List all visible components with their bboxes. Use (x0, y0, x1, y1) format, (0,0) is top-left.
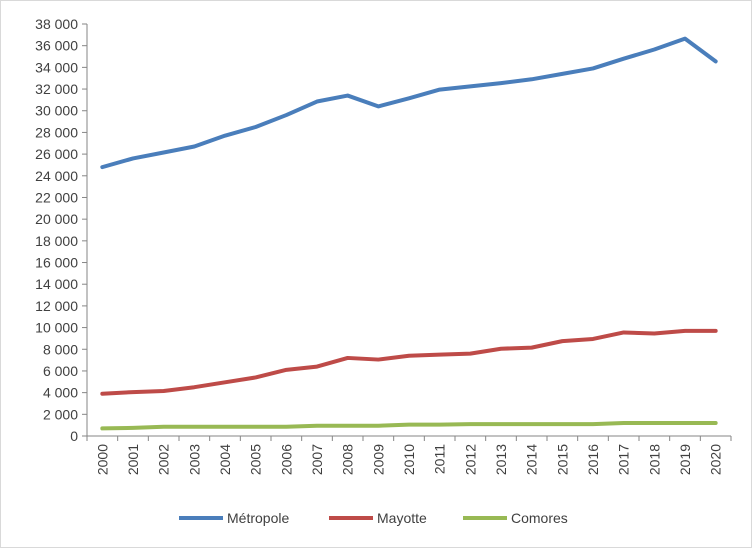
legend-label-mayotte: Mayotte (377, 510, 427, 526)
y-tick-label: 30 000 (35, 103, 78, 119)
y-tick-label: 38 000 (35, 16, 78, 32)
legend-label-comores: Comores (511, 510, 568, 526)
y-tick-label: 4 000 (43, 385, 78, 401)
y-tick-label: 26 000 (35, 146, 78, 162)
legend-label-metropole: Métropole (227, 510, 289, 526)
x-tick-label: 2001 (125, 444, 141, 475)
x-tick-label: 2009 (370, 444, 386, 475)
legend: Métropole Mayotte Comores (179, 510, 568, 526)
y-tick-label: 28 000 (35, 124, 78, 140)
series-lines (100, 36, 718, 431)
x-tick-label: 2000 (94, 444, 110, 475)
x-tick-label: 2018 (646, 444, 662, 475)
x-tick-label: 2013 (493, 444, 509, 475)
x-tick-label: 2005 (248, 444, 264, 475)
x-tick-label: 2011 (432, 444, 448, 474)
y-tick-label: 0 (70, 428, 78, 444)
y-tick-label: 24 000 (35, 168, 78, 184)
x-tick-label: 2008 (340, 444, 356, 475)
series-line-mayotte (100, 328, 718, 396)
y-tick-label: 34 000 (35, 59, 78, 75)
y-tick-label: 32 000 (35, 81, 78, 97)
x-tick-label: 2010 (401, 444, 417, 475)
x-tick-label: 2015 (554, 444, 570, 475)
y-axis: 0 2 000 4 000 6 000 8 000 10 000 12 000 14 000 1… (35, 16, 88, 444)
x-tick-label: 2004 (217, 444, 233, 475)
y-tick-label: 8 000 (43, 341, 78, 357)
y-tick-label: 10 000 (35, 320, 78, 336)
series-line-comores (100, 420, 718, 431)
y-tick-label: 18 000 (35, 233, 78, 249)
x-axis: 2000 2001 2002 2003 2004 2005 2006 2007 2008 2009… (86, 435, 732, 475)
series-line-metropole (100, 36, 718, 170)
y-tick-label: 6 000 (43, 363, 78, 379)
y-tick-label: 22 000 (35, 189, 78, 205)
x-tick-label: 2007 (309, 444, 325, 475)
x-tick-label: 2002 (156, 444, 172, 475)
x-tick-label: 2012 (462, 444, 478, 475)
y-tick-label: 2 000 (43, 406, 78, 422)
y-tick-label: 12 000 (35, 298, 78, 314)
y-tick-label: 36 000 (35, 38, 78, 54)
x-tick-label: 2016 (585, 444, 601, 475)
x-tick-label: 2014 (524, 444, 540, 475)
x-tick-label: 2006 (278, 444, 294, 475)
x-tick-label: 2019 (677, 444, 693, 475)
x-tick-label: 2003 (186, 444, 202, 475)
x-tick-label: 2020 (708, 444, 724, 475)
y-tick-label: 16 000 (35, 255, 78, 271)
x-tick-label: 2017 (616, 444, 632, 475)
y-tick-label: 14 000 (35, 276, 78, 292)
y-tick-label: 20 000 (35, 211, 78, 227)
